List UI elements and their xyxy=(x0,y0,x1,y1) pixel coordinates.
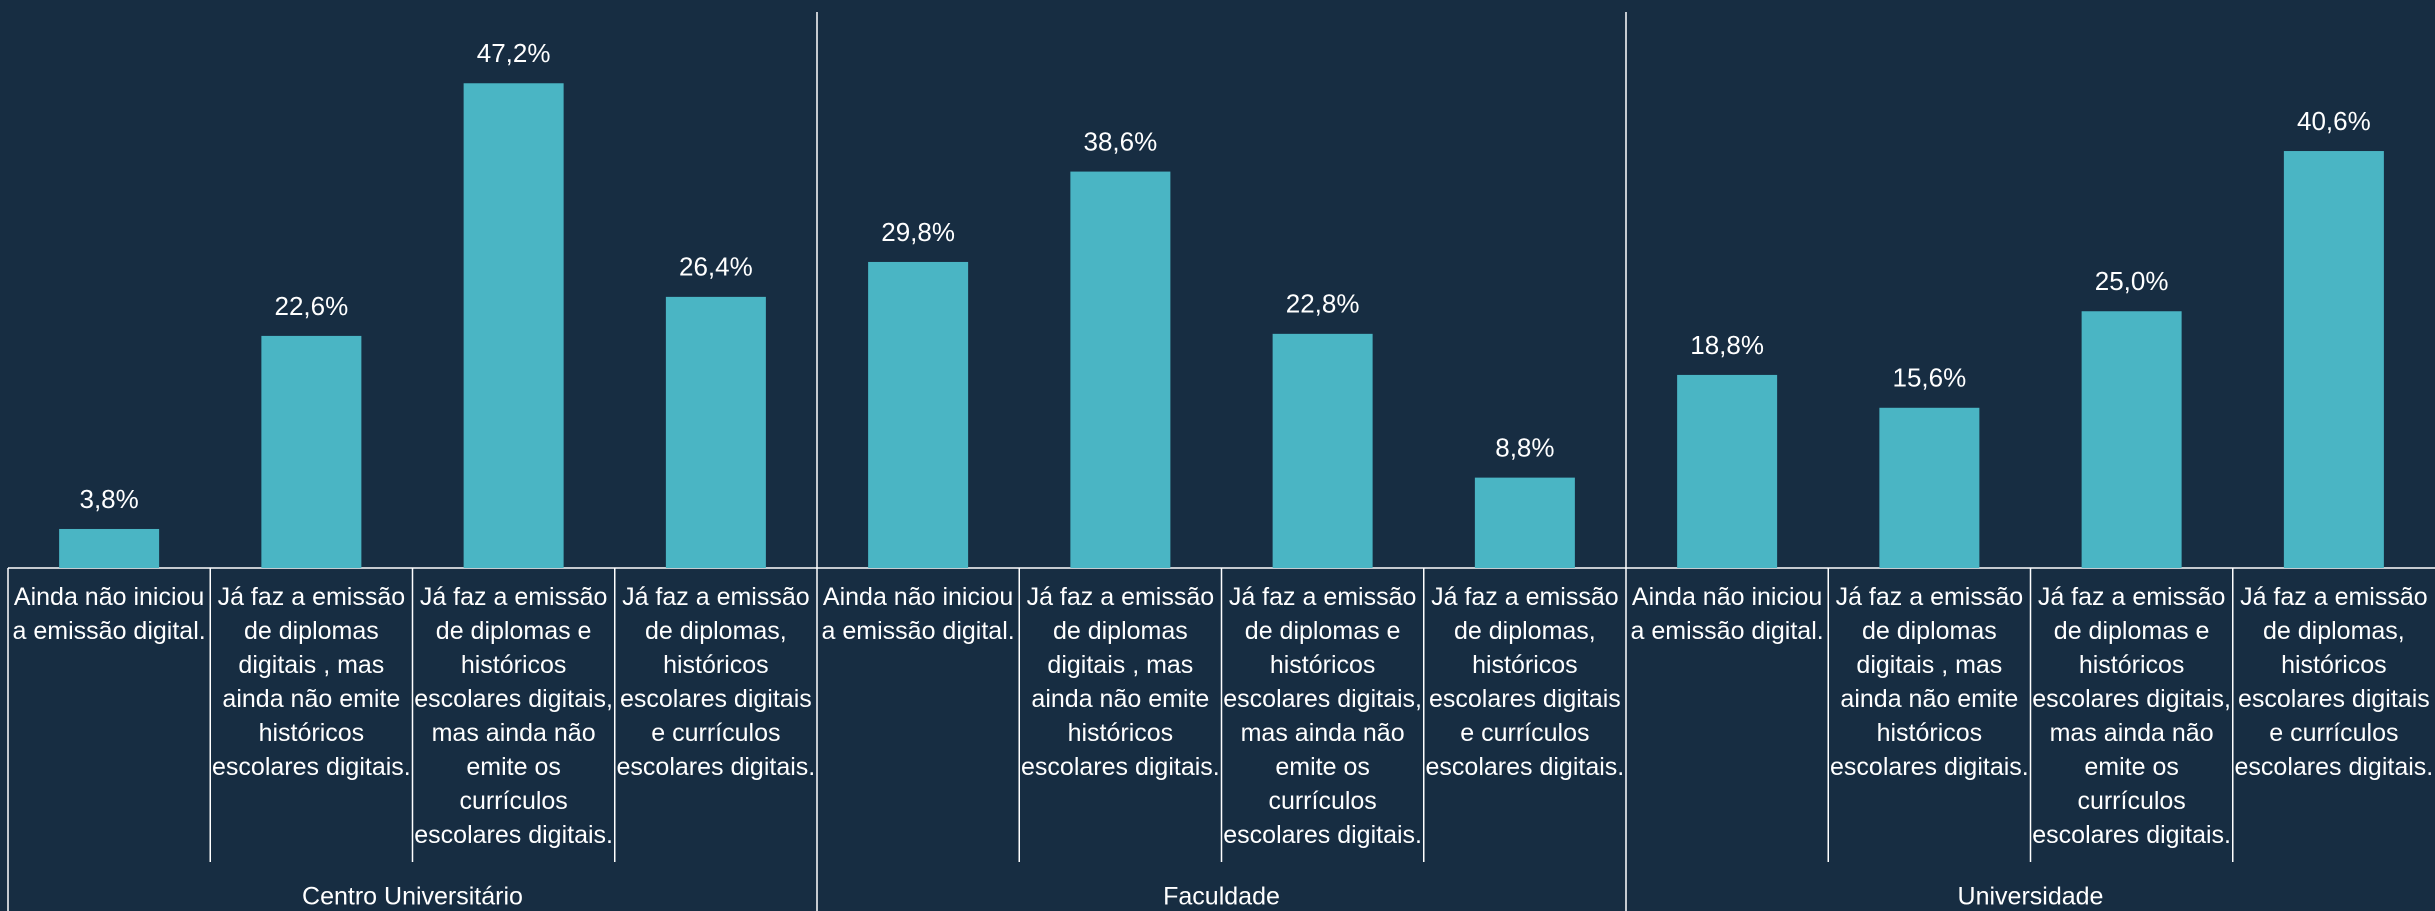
value-label: 25,0% xyxy=(2095,266,2169,296)
group-label: Faculdade xyxy=(1163,883,1280,911)
value-label: 22,6% xyxy=(275,291,349,321)
category-box: Já faz a emissão de diplomas, históricos… xyxy=(1425,583,1625,781)
category-label: Já faz a emissão de diplomas, históricos… xyxy=(1425,583,1625,781)
category-box: Ainda não iniciou a emissão digital. xyxy=(1630,583,1824,645)
category-box: Já faz a emissão de diplomas e histórico… xyxy=(414,583,613,849)
bar xyxy=(59,528,160,568)
value-label: 18,8% xyxy=(1690,330,1764,360)
category-label: Já faz a emissão de diplomas digitais , … xyxy=(212,583,411,781)
bar xyxy=(463,83,564,569)
bar xyxy=(261,335,362,568)
group-label: Centro Universitário xyxy=(302,883,523,911)
value-label: 47,2% xyxy=(477,38,551,68)
value-label: 8,8% xyxy=(1495,432,1554,462)
value-label: 38,6% xyxy=(1084,126,1158,156)
value-label: 3,8% xyxy=(79,484,138,514)
category-box: Ainda não iniciou a emissão digital. xyxy=(821,583,1015,645)
bar xyxy=(868,261,969,568)
bar xyxy=(2081,311,2182,568)
category-label: Já faz a emissão de diplomas, históricos… xyxy=(616,583,816,781)
value-label: 22,8% xyxy=(1286,289,1360,319)
category-label: Já faz a emissão de diplomas e histórico… xyxy=(414,583,613,849)
category-label: Ainda não iniciou a emissão digital. xyxy=(821,583,1015,645)
bar xyxy=(1879,407,1980,568)
category-label: Ainda não iniciou a emissão digital. xyxy=(12,583,206,645)
category-label: Já faz a emissão de diplomas e histórico… xyxy=(1223,583,1422,849)
category-box: Já faz a emissão de diplomas digitais , … xyxy=(212,583,411,781)
category-box: Ainda não iniciou a emissão digital. xyxy=(12,583,206,645)
category-box: Já faz a emissão de diplomas, históricos… xyxy=(2234,583,2434,781)
category-box: Já faz a emissão de diplomas, históricos… xyxy=(616,583,816,781)
value-label: 40,6% xyxy=(2297,106,2371,136)
value-label: 15,6% xyxy=(1893,363,1967,393)
category-box: Já faz a emissão de diplomas digitais , … xyxy=(1021,583,1220,781)
category-box: Já faz a emissão de diplomas digitais , … xyxy=(1830,583,2029,781)
category-box: Já faz a emissão de diplomas e histórico… xyxy=(1223,583,1422,849)
bar xyxy=(1272,333,1373,568)
bar xyxy=(1677,374,1778,568)
value-label: 29,8% xyxy=(881,217,955,247)
category-box: Já faz a emissão de diplomas e histórico… xyxy=(2032,583,2231,849)
category-label: Ainda não iniciou a emissão digital. xyxy=(1630,583,1824,645)
category-label: Já faz a emissão de diplomas, históricos… xyxy=(2234,583,2434,781)
category-label: Já faz a emissão de diplomas digitais , … xyxy=(1830,583,2029,781)
category-label: Já faz a emissão de diplomas e histórico… xyxy=(2032,583,2231,849)
bar xyxy=(2283,151,2384,568)
value-label: 26,4% xyxy=(679,252,753,282)
bar xyxy=(1474,477,1575,568)
group-label: Universidade xyxy=(1958,883,2104,911)
category-label: Já faz a emissão de diplomas digitais , … xyxy=(1021,583,1220,781)
bar xyxy=(1070,171,1171,568)
bar xyxy=(665,296,766,568)
